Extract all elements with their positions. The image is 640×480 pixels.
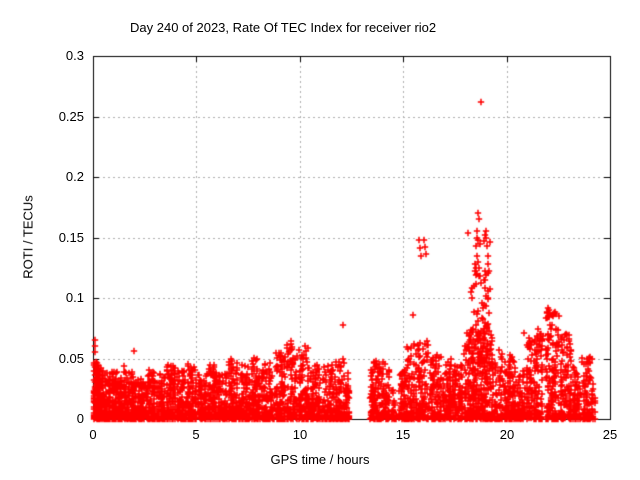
x-tick-label-15: 15 <box>395 427 411 442</box>
chart-title: Day 240 of 2023, Rate Of TEC Index for r… <box>130 20 437 35</box>
y-tick-label-0.2: 0.2 <box>65 169 84 184</box>
x-tick-label-5: 5 <box>192 427 200 442</box>
x-tick-label-20: 20 <box>499 427 515 442</box>
y-tick-label-0.15: 0.15 <box>58 230 84 245</box>
y-tick-label-0.1: 0.1 <box>65 290 84 305</box>
y-tick-label-0.3: 0.3 <box>65 48 84 63</box>
x-tick-label-25: 25 <box>602 427 618 442</box>
y-tick-label-0.25: 0.25 <box>58 109 84 124</box>
y-tick-label-0: 0 <box>76 411 84 426</box>
x-tick-label-10: 10 <box>292 427 308 442</box>
x-axis-label: GPS time / hours <box>270 452 370 467</box>
x-tick-label-0: 0 <box>89 427 97 442</box>
y-tick-label-0.05: 0.05 <box>58 351 84 366</box>
